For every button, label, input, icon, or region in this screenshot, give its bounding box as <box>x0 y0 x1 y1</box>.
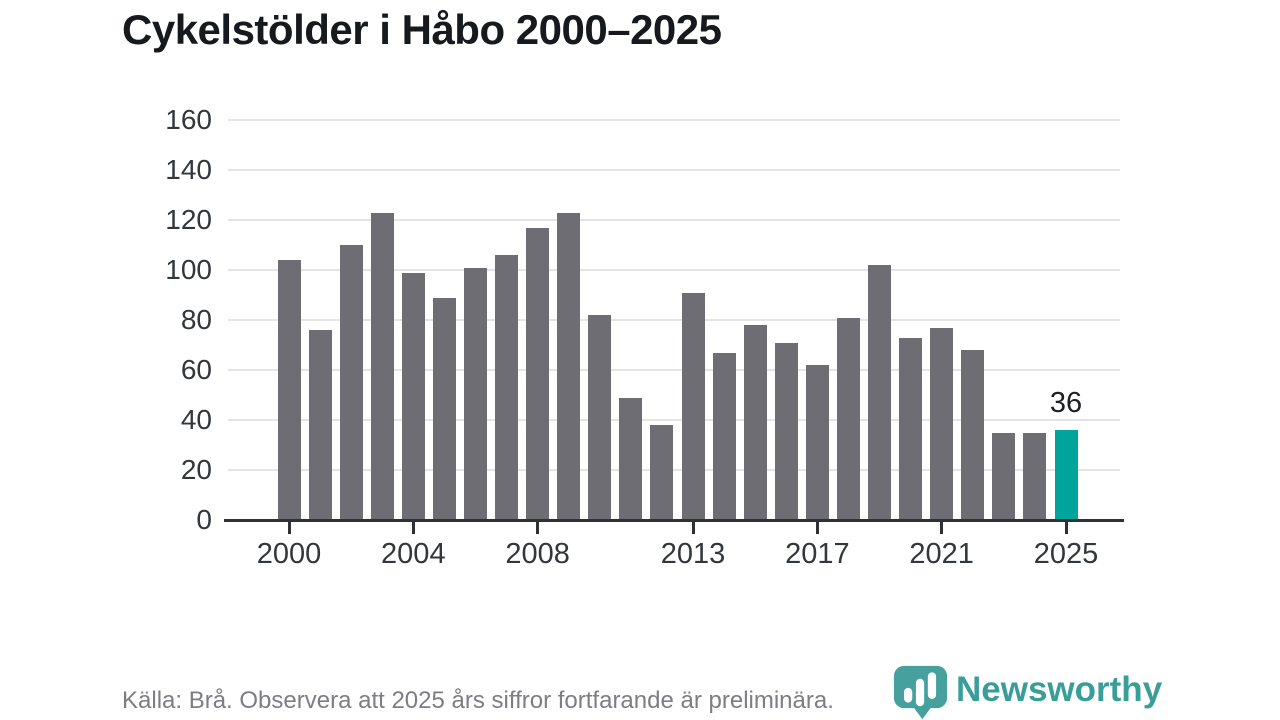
bar-2022 <box>961 350 985 520</box>
bar-2009 <box>557 212 581 520</box>
gridline-y-160 <box>228 119 1120 121</box>
bar-2025 <box>1054 430 1078 520</box>
newsworthy-logo[interactable]: Newsworthy <box>893 665 1163 720</box>
bar-2003 <box>370 212 394 520</box>
bar-2019 <box>868 265 892 520</box>
x-axis-tick-label: 2008 <box>505 538 570 570</box>
x-axis-tick <box>691 521 695 534</box>
x-axis-tick <box>411 521 415 534</box>
newsworthy-logo-text: Newsworthy <box>956 670 1163 709</box>
x-axis-tick-label: 2004 <box>381 538 446 570</box>
y-axis-tick-label: 80 <box>180 304 212 335</box>
bar-2020 <box>899 337 923 520</box>
x-axis-tick <box>287 521 291 534</box>
bar-2006 <box>463 267 487 520</box>
x-axis-tick-label: 2013 <box>660 538 726 570</box>
bar-chart-plot-area: 0 20 40 60 80 100 120 140 160 2000 2004 2008 2013 201… <box>165 104 1124 570</box>
bar-2023 <box>992 432 1016 520</box>
chart-title: Cykelstölder i Håbo 2000–2025 <box>122 6 722 53</box>
bar-2007 <box>495 255 519 520</box>
bar-2021 <box>930 327 954 520</box>
gridline-y-120 <box>228 219 1120 221</box>
bar-2016 <box>774 342 798 520</box>
gridline-y-60 <box>228 369 1120 371</box>
bar-2015 <box>743 325 767 520</box>
y-axis-tick-label: 120 <box>165 204 212 235</box>
bar-2013 <box>681 292 705 520</box>
bar-2002 <box>339 245 363 520</box>
gridline-y-80 <box>228 319 1120 321</box>
bar-2001 <box>308 330 332 520</box>
bar-2011 <box>619 397 643 520</box>
y-axis-tick-label: 140 <box>165 154 212 185</box>
bar-2018 <box>836 317 860 520</box>
x-axis-line <box>224 519 1124 522</box>
gridline-y-20 <box>228 469 1120 471</box>
x-axis-tick-label: 2021 <box>909 538 974 570</box>
bar-2017 <box>805 365 829 520</box>
source-note: Källa: Brå. Observera att 2025 års siffr… <box>122 687 834 714</box>
gridline-y-140 <box>228 169 1120 171</box>
x-axis-tick <box>940 521 944 534</box>
x-axis-tick <box>1064 521 1068 534</box>
x-axis-tick-label: 2000 <box>256 538 322 570</box>
bar-2014 <box>712 352 736 520</box>
y-axis-tick-label: 160 <box>165 104 212 135</box>
bar-2010 <box>588 315 612 520</box>
highlighted-bar-value-label: 36 <box>1049 387 1083 419</box>
y-axis-tick-label: 100 <box>165 254 212 285</box>
y-axis-tick-label: 60 <box>180 354 212 385</box>
bar-2012 <box>650 425 674 520</box>
newsworthy-bar-chart-pin-icon <box>893 665 948 720</box>
y-axis-tick-label: 20 <box>180 454 212 485</box>
gridline-y-100 <box>228 269 1120 271</box>
x-axis-tick-label: 2017 <box>785 538 850 570</box>
bar-2000 <box>277 260 301 520</box>
y-axis-tick-label: 40 <box>180 404 212 435</box>
y-axis-tick-label: 0 <box>196 504 212 535</box>
x-axis-tick <box>536 521 540 534</box>
bar-2004 <box>401 272 425 520</box>
gridline-y-40 <box>228 419 1120 421</box>
bar-2008 <box>526 227 550 520</box>
bar-2024 <box>1023 432 1047 520</box>
bar-2005 <box>432 297 456 520</box>
x-axis-tick-label: 2025 <box>1033 538 1099 570</box>
x-axis-tick <box>815 521 819 534</box>
